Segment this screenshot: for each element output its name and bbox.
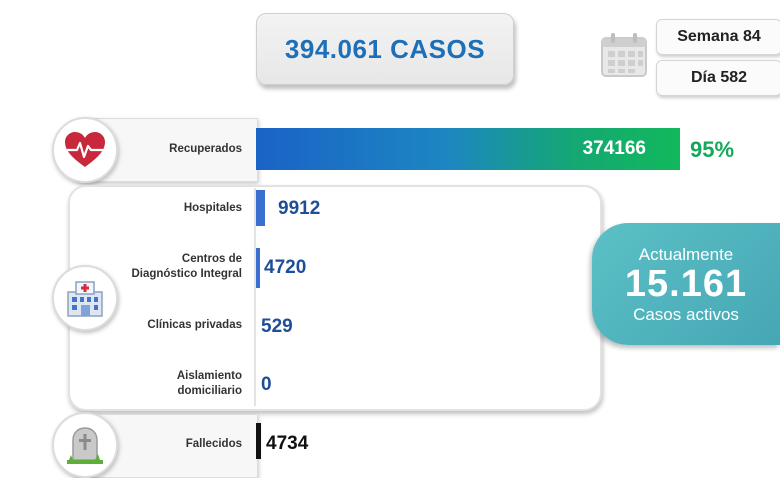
hospitalization-panel — [68, 185, 602, 411]
active-top-text: Actualmente — [638, 245, 734, 264]
panel-divider — [254, 188, 256, 406]
recovered-percent: 95% — [690, 137, 735, 162]
day-box: Día 582 — [656, 60, 780, 96]
cdi-label-line1: Centros de — [181, 253, 242, 265]
day-text: Día 582 — [690, 69, 748, 86]
cdi-value: 4720 — [264, 257, 307, 278]
week-text: Semana 84 — [677, 28, 761, 45]
cdi-bar — [256, 248, 260, 288]
week-box: Semana 84 — [656, 19, 780, 55]
top-cut-text: ▔▔▔▔▔▔▔▔▔ — [660, 0, 780, 3]
total-cases-text: 394.061 CASOS — [284, 33, 486, 64]
clinicas-label: Clínicas privadas — [147, 319, 242, 331]
deceased-label: Fallecidos — [185, 438, 242, 450]
recovered-label: Recuperados — [169, 143, 242, 155]
aislamiento-value: 0 — [261, 374, 272, 395]
active-count: 15.161 — [624, 263, 748, 305]
deceased-value: 4734 — [266, 433, 309, 454]
active-bottom-text: Casos activos — [633, 305, 739, 324]
hospital-icon — [52, 265, 118, 331]
tombstone-icon — [52, 412, 118, 478]
deceased-bar — [256, 423, 261, 459]
hospitales-label: Hospitales — [183, 202, 242, 214]
aislamiento-label-line1: Aislamiento — [176, 370, 242, 382]
hospitales-value: 9912 — [278, 198, 321, 219]
cdi-label: Centros de Diagnóstico Integral — [100, 252, 242, 282]
cdi-label-line2: Diagnóstico Integral — [131, 268, 242, 280]
total-cases-box: 394.061 CASOS — [256, 13, 514, 85]
calendar-icon — [600, 32, 648, 78]
aislamiento-label-line2: domiciliario — [177, 385, 242, 397]
active-cases-box: Actualmente 15.161 Casos activos — [592, 223, 780, 345]
hospitales-bar — [256, 190, 265, 226]
recovered-bar: 374166 — [256, 128, 680, 170]
heart-pulse-icon — [52, 117, 118, 183]
recovered-value: 374166 — [582, 138, 646, 159]
aislamiento-label: Aislamiento domiciliario — [110, 369, 242, 399]
clinicas-value: 529 — [261, 316, 293, 337]
